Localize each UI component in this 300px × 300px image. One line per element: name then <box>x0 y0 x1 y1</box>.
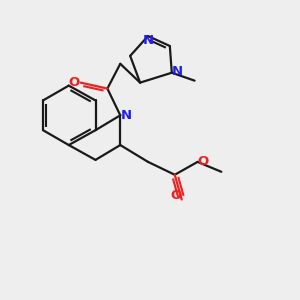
Text: O: O <box>198 155 209 168</box>
Text: N: N <box>172 65 183 78</box>
Text: O: O <box>68 76 79 89</box>
Text: N: N <box>142 34 154 46</box>
Text: N: N <box>121 109 132 122</box>
Text: O: O <box>170 189 182 202</box>
